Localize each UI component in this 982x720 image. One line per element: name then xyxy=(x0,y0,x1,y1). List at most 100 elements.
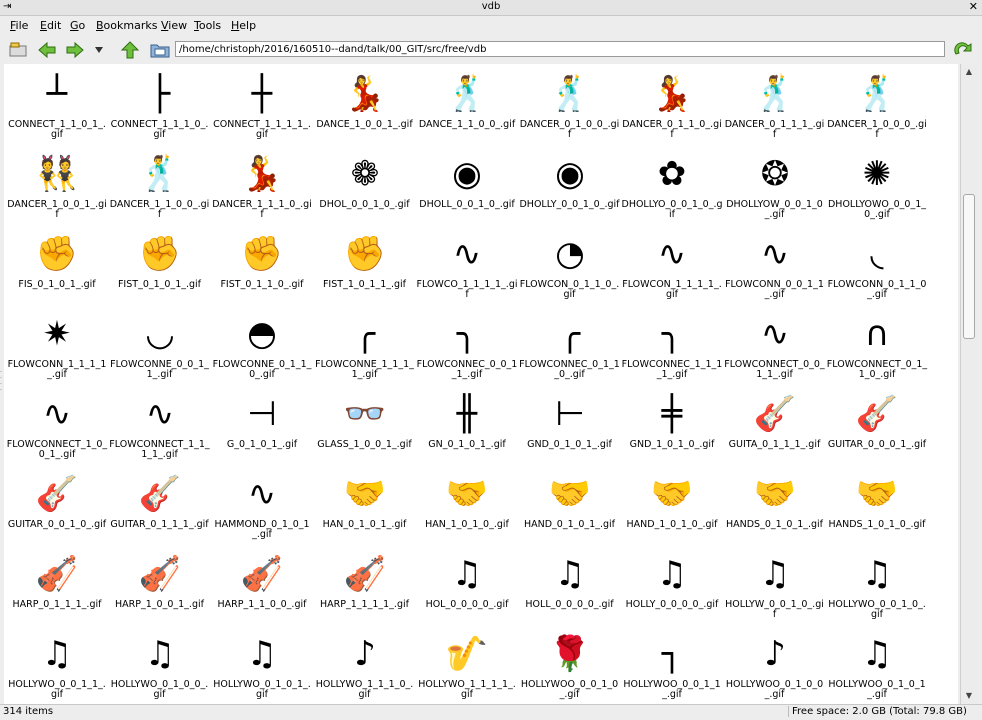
file-item[interactable]: ∿ FLOWCONNECT_0_0_1_1_.gif xyxy=(724,306,826,386)
file-item[interactable]: ∿ FLOWCON_1_1_1_1_.gif xyxy=(621,226,723,306)
forward-arrow-icon[interactable] xyxy=(64,39,86,61)
file-item[interactable]: ◡ FLOWCONNE_0_0_1_1_.gif xyxy=(109,306,211,386)
file-item[interactable]: 🎻 HARP_1_0_0_1_.gif xyxy=(109,546,211,626)
window-menu-icon[interactable]: ⇥ xyxy=(3,1,12,12)
file-item[interactable]: 🤝 HAND_1_0_1_0_.gif xyxy=(621,466,723,546)
file-item[interactable]: ✷ FLOWCONN_1_1_1_1_.gif xyxy=(6,306,108,386)
file-item[interactable]: ♫ HOLLYW_0_0_1_0_.gif xyxy=(724,546,826,626)
file-item[interactable]: ◔ FLOWCON_0_1_1_0_.gif xyxy=(519,226,621,306)
file-item[interactable]: ♫ HOLL_0_0_0_0_.gif xyxy=(519,546,621,626)
menu-file[interactable]: File xyxy=(10,19,29,32)
file-item[interactable]: 🎸 GUITAR_0_0_0_1_.gif xyxy=(826,386,928,466)
file-item[interactable]: ♪ HOLLYWO_1_1_1_0_.gif xyxy=(314,626,416,704)
file-item[interactable]: ♫ HOL_0_0_0_0_.gif xyxy=(416,546,518,626)
file-item[interactable]: 🕺 DANCER_1_0_0_0_.gif xyxy=(826,66,928,146)
file-item[interactable]: 🕺 DANCE_1_1_0_0_.gif xyxy=(416,66,518,146)
menu-edit[interactable]: Edit xyxy=(40,19,62,32)
file-item[interactable]: ╮ FLOWCONNEC_1_1_1_1_.gif xyxy=(621,306,723,386)
menu-help[interactable]: Help xyxy=(231,19,257,32)
file-item[interactable]: ╪ GND_1_0_1_0_.gif xyxy=(621,386,723,466)
file-item[interactable]: ❂ DHOLLYOW_0_0_1_0_.gif xyxy=(724,146,826,226)
file-item[interactable]: 🤝 HANDS_1_0_1_0_.gif xyxy=(826,466,928,546)
file-item[interactable]: 💃 DANCER_1_1_1_0_.gif xyxy=(211,146,313,226)
file-item[interactable]: 💃 DANCE_1_0_0_1_.gif xyxy=(314,66,416,146)
file-item[interactable]: ┐ HOLLYWOO_0_0_1_1_.gif xyxy=(621,626,723,704)
scrollbar-thumb[interactable] xyxy=(963,194,975,339)
file-item[interactable]: ∿ FLOWCO_1_1_1_1_.gif xyxy=(416,226,518,306)
file-item[interactable]: ⊢ GND_0_1_0_1_.gif xyxy=(519,386,621,466)
file-item[interactable]: ◓ FLOWCONNE_0_1_1_0_.gif xyxy=(211,306,313,386)
new-tab-icon[interactable] xyxy=(7,39,29,61)
file-item[interactable]: 🎸 GUITAR_0_1_1_1_.gif xyxy=(109,466,211,546)
file-item[interactable]: 🎻 HARP_1_1_0_0_.gif xyxy=(211,546,313,626)
file-item[interactable]: ∿ HAMMOND_0_1_0_1_.gif xyxy=(211,466,313,546)
history-dropdown-icon[interactable] xyxy=(92,39,106,61)
file-item[interactable]: ╭ FLOWCONNE_1_1_1_1_.gif xyxy=(314,306,416,386)
up-arrow-icon[interactable] xyxy=(119,39,141,61)
close-icon[interactable]: ✕ xyxy=(968,0,978,13)
file-item[interactable]: ♫ HOLLYWO_0_1_0_0_.gif xyxy=(109,626,211,704)
location-field[interactable]: /home/christoph/2016/160510--dand/talk/0… xyxy=(175,41,945,57)
file-item[interactable]: ┼ CONNECT_1_1_1_1_.gif xyxy=(211,66,313,146)
file-item[interactable]: 🕺 DANCER_0_1_0_0_.gif xyxy=(519,66,621,146)
file-item[interactable]: ✊ FIST_0_1_0_1_.gif xyxy=(109,226,211,306)
file-item[interactable]: ♫ HOLLYWOO_0_1_0_1_.gif xyxy=(826,626,928,704)
file-item[interactable]: ♪ HOLLYWOO_0_1_0_0_.gif xyxy=(724,626,826,704)
file-icon-view[interactable]: ┴ CONNECT_1_1_0_1_.gif ├ CONNECT_1_1_1_0_.g… xyxy=(4,64,958,704)
back-arrow-icon[interactable] xyxy=(36,39,58,61)
file-item[interactable]: ┴ CONNECT_1_1_0_1_.gif xyxy=(6,66,108,146)
file-item[interactable]: 💃 DANCER_0_1_1_0_.gif xyxy=(621,66,723,146)
file-item[interactable]: ◟ FLOWCONN_0_1_1_0_.gif xyxy=(826,226,928,306)
file-name: HOLLYWOO_0_1_0_1_.gif xyxy=(828,679,926,700)
file-item[interactable]: ∿ FLOWCONNECT_1_1_1_1_.gif xyxy=(109,386,211,466)
file-item[interactable]: ♫ HOLLYWO_0_1_0_1_.gif xyxy=(211,626,313,704)
file-item[interactable]: ╮ FLOWCONNEC_0_0_1_1_.gif xyxy=(416,306,518,386)
file-item[interactable]: 🌹 HOLLYWOO_0_0_1_0_.gif xyxy=(519,626,621,704)
file-item[interactable]: ∩ FLOWCONNECT_0_1_1_0_.gif xyxy=(826,306,928,386)
file-item[interactable]: ∿ FLOWCONNECT_1_0_0_1_.gif xyxy=(6,386,108,466)
menu-go[interactable]: Go xyxy=(70,19,86,32)
file-item[interactable]: 🤝 HAN_0_1_0_1_.gif xyxy=(314,466,416,546)
file-item[interactable]: 🤝 HAND_0_1_0_1_.gif xyxy=(519,466,621,546)
file-item[interactable]: ♫ HOLLY_0_0_0_0_.gif xyxy=(621,546,723,626)
file-name: FLOWCONNEC_0_1_1_0_.gif xyxy=(519,359,620,380)
file-item[interactable]: 🕺 DANCER_0_1_1_1_.gif xyxy=(724,66,826,146)
file-item[interactable]: 🎷 HOLLYWO_1_1_1_1_.gif xyxy=(416,626,518,704)
file-item[interactable]: ◉ DHOLL_0_0_1_0_.gif xyxy=(416,146,518,226)
scroll-down-icon[interactable]: ▼ xyxy=(965,691,973,700)
file-item[interactable]: ◉ DHOLLY_0_0_1_0_.gif xyxy=(519,146,621,226)
file-item[interactable]: ♫ HOLLYWO_0_0_1_1_.gif xyxy=(6,626,108,704)
menu-tools[interactable]: Tools xyxy=(194,19,222,32)
file-item[interactable]: 🤝 HAN_1_0_1_0_.gif xyxy=(416,466,518,546)
file-item[interactable]: 👓 GLASS_1_0_0_1_.gif xyxy=(314,386,416,466)
menu-bookmarks[interactable]: Bookmarks xyxy=(96,19,158,32)
svg-text:🤝: 🤝 xyxy=(446,474,488,514)
file-item[interactable]: ♫ HOLLYWO_0_0_1_0_.gif xyxy=(826,546,928,626)
file-item[interactable]: 🕺 DANCER_1_1_0_0_.gif xyxy=(109,146,211,226)
file-item[interactable]: ╫ GN_0_1_0_1_.gif xyxy=(416,386,518,466)
file-item[interactable]: ∿ FLOWCONN_0_0_1_1_.gif xyxy=(724,226,826,306)
file-item[interactable]: 🎻 HARP_0_1_1_1_.gif xyxy=(6,546,108,626)
pane-resize-handle[interactable]: · · · · xyxy=(0,369,2,394)
file-item[interactable]: 🎻 HARP_1_1_1_1_.gif xyxy=(314,546,416,626)
file-item[interactable]: ╭ FLOWCONNEC_0_1_1_0_.gif xyxy=(519,306,621,386)
file-item[interactable]: ❁ DHOL_0_0_1_0_.gif xyxy=(314,146,416,226)
file-item[interactable]: ✊ FIS_0_1_0_1_.gif xyxy=(6,226,108,306)
file-item[interactable]: ✊ FIST_1_0_1_1_.gif xyxy=(314,226,416,306)
file-item[interactable]: ⊣ G_0_1_0_1_.gif xyxy=(211,386,313,466)
scroll-up-icon[interactable]: ▲ xyxy=(965,67,973,76)
file-item[interactable]: 🤝 HANDS_0_1_0_1_.gif xyxy=(724,466,826,546)
vertical-scrollbar[interactable]: ▲ ▼ xyxy=(960,64,977,704)
file-item[interactable]: ✊ FIST_0_1_1_0_.gif xyxy=(211,226,313,306)
file-item[interactable]: ✺ DHOLLYOWO_0_0_1_0_.gif xyxy=(826,146,928,226)
file-item[interactable]: ✿ DHOLLYO_0_0_1_0_.gif xyxy=(621,146,723,226)
file-item[interactable]: 👯 DANCER_1_0_0_1_.gif xyxy=(6,146,108,226)
file-item[interactable]: 🎸 GUITAR_0_0_1_0_.gif xyxy=(6,466,108,546)
menu-view[interactable]: View xyxy=(161,19,188,32)
file-item[interactable]: ├ CONNECT_1_1_1_0_.gif xyxy=(109,66,211,146)
folder-icon[interactable] xyxy=(149,39,171,61)
svg-text:🕺: 🕺 xyxy=(548,73,590,114)
file-item[interactable]: 🎸 GUITA_0_1_1_1_.gif xyxy=(724,386,826,466)
go-icon[interactable] xyxy=(952,39,974,61)
file-name: DHOLLYOWO_0_0_1_0_.gif xyxy=(827,199,927,220)
